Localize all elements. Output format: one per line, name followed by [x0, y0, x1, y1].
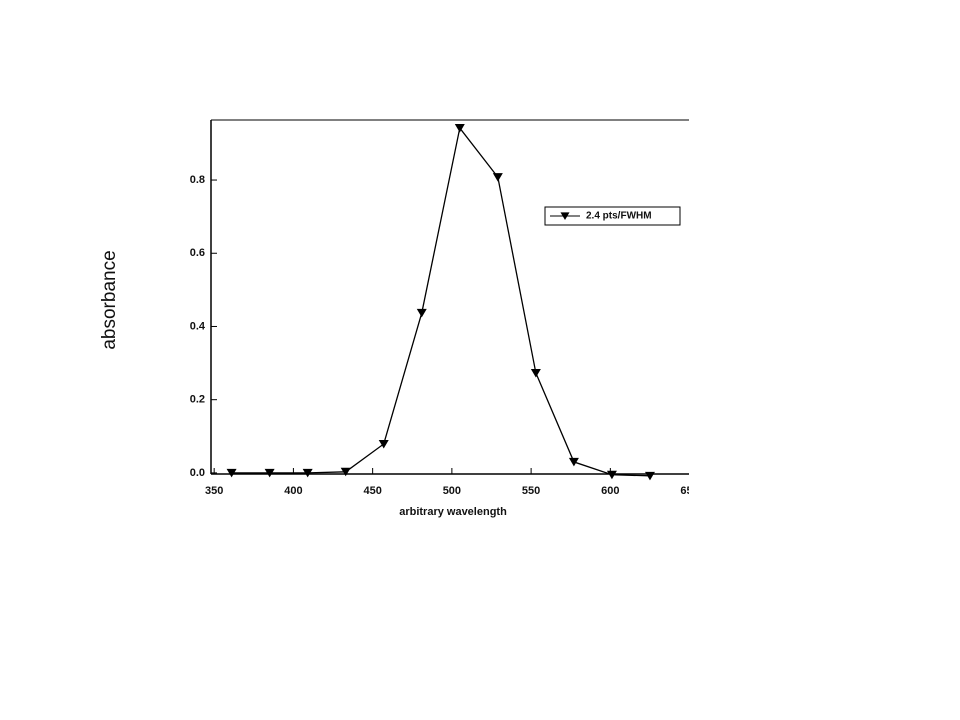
x-axis-label: arbitrary wavelength [399, 506, 507, 518]
x-tick-label: 500 [443, 485, 461, 497]
y-tick-label: 0.0 [190, 467, 205, 479]
y-tick-label: 0.8 [190, 174, 205, 186]
x-tick-label: 600 [601, 485, 619, 497]
data-point [454, 124, 465, 133]
data-point [226, 468, 237, 478]
data-point [492, 173, 503, 182]
y-tick-label: 0.4 [190, 320, 206, 332]
x-tick-label: 550 [522, 485, 540, 497]
x-tick-label: 450 [363, 485, 381, 497]
legend-box [544, 206, 681, 226]
x-tick-label: 400 [284, 485, 302, 497]
data-point [530, 368, 541, 378]
x-tick-label: 350 [205, 485, 223, 497]
y-tick-label: 0.6 [190, 247, 205, 259]
y-tick-label: 0.2 [190, 394, 205, 406]
data-point [340, 467, 351, 477]
data-line [231, 126, 650, 477]
x-tick-label: 650 [680, 485, 698, 497]
data-point [264, 468, 275, 478]
data-point [416, 308, 427, 318]
data-point [644, 471, 655, 481]
legend-label: 2.4 pts/FWHM [586, 211, 652, 222]
legend-marker [560, 212, 570, 221]
data-point [378, 439, 389, 449]
chart: 0.0 0.2 0.4 0.6 0.8 350 400 450 500 550 600 650 2.4 … [190, 119, 698, 497]
data-point [302, 468, 313, 478]
y-axis-label: absorbance [99, 250, 120, 349]
data-point [606, 470, 617, 480]
data-point [568, 457, 579, 467]
